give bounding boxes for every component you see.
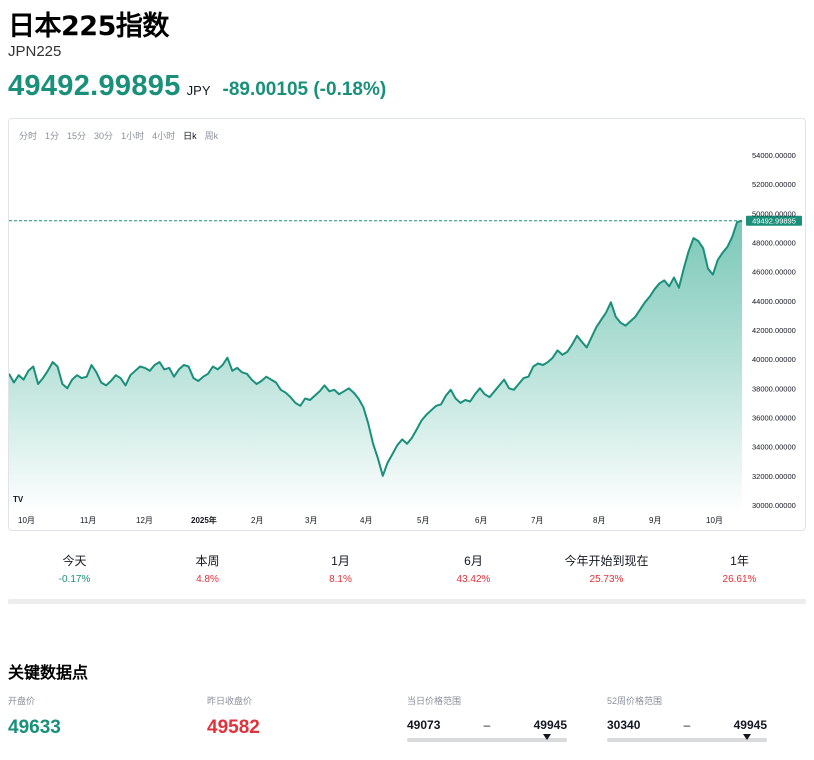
interval-tab-2[interactable]: 15分: [67, 131, 87, 141]
performance-value: 26.61%: [722, 574, 757, 585]
y-tick-label: 40000.00000: [752, 355, 796, 364]
performance-item[interactable]: 今年开始到现在 25.73%: [540, 552, 673, 585]
y-tick-label: 44000.00000: [752, 297, 796, 306]
interval-tab-0[interactable]: 分时: [19, 131, 38, 141]
y-tick-label: 32000.00000: [752, 472, 796, 481]
y-tick-label: 54000.00000: [752, 151, 796, 160]
x-tick-label: 2月: [251, 516, 263, 525]
x-tick-label: 12月: [136, 516, 153, 525]
day-low: 49073: [407, 718, 441, 732]
price-row: 49492.99895 JPY -89.00105 (-0.18%): [8, 70, 386, 103]
performance-value: 43.42%: [456, 574, 491, 585]
day-range-marker-icon: [543, 734, 551, 740]
week52-range-bar: [607, 734, 767, 742]
performance-scrollbar[interactable]: [8, 599, 806, 604]
open-price-value: 49633: [8, 717, 61, 738]
performance-value: 8.1%: [329, 574, 352, 585]
performance-row: 今天 -0.17% 本周 4.8% 1月 8.1% 6月 43.42% 今年开始到现在 25.73…: [8, 552, 806, 585]
range-separator: –: [483, 718, 491, 732]
series-line: [9, 219, 743, 477]
range-separator: –: [683, 718, 691, 732]
x-tick-label: 6月: [475, 516, 487, 525]
performance-item[interactable]: 今天 -0.17%: [8, 552, 141, 585]
y-tick-label: 52000.00000: [752, 180, 796, 189]
last-price-badge-bg: [746, 215, 802, 226]
day-range: 当日价格范围 49073 – 49945: [407, 694, 567, 742]
interval-tab-7[interactable]: 周k: [204, 131, 219, 141]
performance-label: 1年: [730, 554, 749, 568]
tradingview-logo-icon: TV: [13, 495, 24, 504]
day-range-bar: [407, 734, 567, 742]
performance-label: 今天: [62, 554, 87, 568]
x-tick-label: 8月: [593, 516, 605, 525]
open-price-stat: 开盘价 49633: [8, 694, 61, 739]
performance-label: 1月: [331, 554, 350, 568]
chart-canvas[interactable]: 49492.99895 54000.00000 52000.00000 50000.0…: [9, 119, 807, 532]
prev-close-stat: 昨日收盘价 49582: [207, 694, 260, 739]
performance-item[interactable]: 1月 8.1%: [274, 552, 407, 585]
price-change: -89.00105 (-0.18%): [222, 79, 387, 100]
y-tick-label: 30000.00000: [752, 501, 796, 510]
performance-item[interactable]: 6月 43.42%: [407, 552, 540, 585]
interval-tab-1[interactable]: 1分: [45, 131, 60, 141]
week52-range-label: 52周价格范围: [607, 696, 663, 706]
area-fill: [9, 220, 742, 511]
interval-tab-4[interactable]: 1小时: [121, 131, 145, 141]
x-tick-label: 10月: [706, 516, 723, 525]
price-chart[interactable]: 49492.99895 54000.00000 52000.00000 50000.0…: [8, 118, 806, 531]
performance-item[interactable]: 本周 4.8%: [141, 552, 274, 585]
performance-value: 25.73%: [589, 574, 624, 585]
page-title: 日本225指数: [8, 11, 169, 42]
x-tick-label: 4月: [360, 516, 372, 525]
week52-range-marker-icon: [743, 734, 751, 740]
prev-close-value: 49582: [207, 717, 260, 738]
week52-high: 49945: [733, 718, 767, 732]
x-tick-label: 10月: [18, 516, 35, 525]
y-tick-label: 36000.00000: [752, 414, 796, 423]
week52-range: 52周价格范围 30340 – 49945: [607, 694, 767, 742]
interval-selector: 分时 1分 15分 30分 1小时 4小时 日k 周k: [19, 129, 226, 142]
performance-label: 6月: [464, 554, 483, 568]
performance-value: 4.8%: [196, 574, 219, 585]
x-tick-label: 9月: [649, 516, 661, 525]
symbol-code: JPN225: [8, 43, 62, 60]
y-tick-label: 50000.00000: [752, 209, 796, 218]
day-range-label: 当日价格范围: [407, 696, 462, 706]
x-tick-label: 11月: [80, 516, 96, 525]
y-tick-label: 38000.00000: [752, 384, 796, 393]
y-tick-label: 46000.00000: [752, 268, 796, 277]
x-tick-label: 3月: [305, 516, 317, 525]
prev-close-label: 昨日收盘价: [207, 696, 253, 706]
interval-tab-3[interactable]: 30分: [94, 131, 114, 141]
currency-code: JPY: [186, 83, 211, 98]
performance-value: -0.17%: [58, 574, 91, 585]
week52-low: 30340: [607, 718, 641, 732]
key-data-title: 关键数据点: [8, 663, 89, 682]
interval-tab-5[interactable]: 4小时: [152, 131, 176, 141]
y-tick-label: 48000.00000: [752, 239, 796, 248]
last-price-badge: 49492.99895: [746, 215, 802, 226]
x-tick-label: 2025年: [191, 515, 217, 525]
performance-item[interactable]: 1年 26.61%: [673, 552, 806, 585]
interval-tab-6[interactable]: 日k: [183, 131, 197, 141]
day-high: 49945: [533, 718, 567, 732]
last-price-label: 49492.99895: [752, 217, 796, 226]
performance-label: 本周: [195, 554, 220, 568]
current-price: 49492.99895: [8, 70, 181, 102]
open-price-label: 开盘价: [8, 696, 36, 706]
x-tick-label: 5月: [417, 516, 429, 525]
x-tick-label: 7月: [531, 516, 543, 525]
y-tick-label: 34000.00000: [752, 443, 796, 452]
y-tick-label: 42000.00000: [752, 326, 796, 335]
performance-label: 今年开始到现在: [564, 554, 649, 568]
